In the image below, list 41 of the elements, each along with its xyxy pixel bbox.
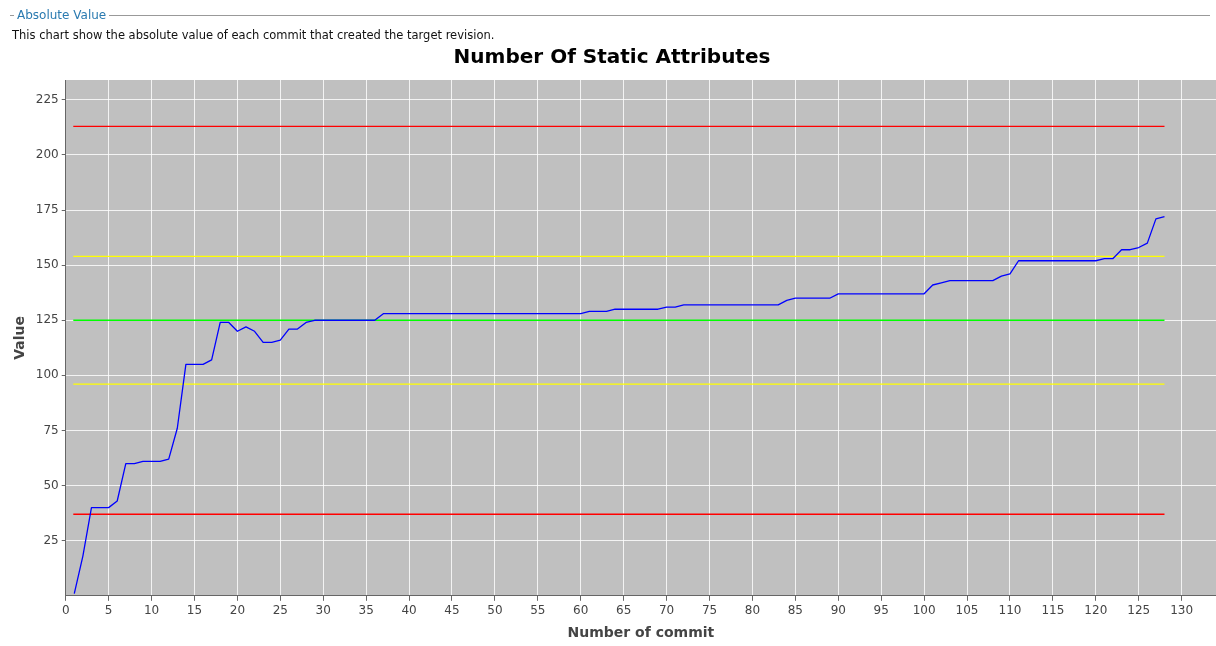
x-tick-label: 115 <box>1041 603 1065 618</box>
x-tick-label: 105 <box>955 603 979 618</box>
x-tick-label: 120 <box>1084 603 1108 618</box>
x-tick-label: 100 <box>912 603 936 618</box>
text: This chart show the absolute value of each commit that created the target revision. <box>12 28 495 42</box>
y-tick-label: 125 <box>35 312 59 327</box>
x-tick-label: 25 <box>272 603 288 618</box>
x-tick-label: 0 <box>61 603 70 618</box>
x-tick-label: 70 <box>658 603 675 618</box>
x-tick-label: 10 <box>143 603 160 618</box>
y-tick-label: 175 <box>35 202 59 217</box>
y-tick-label: 200 <box>35 147 59 162</box>
chart-title: Number Of Static Attributes <box>453 44 771 69</box>
text: Absolute Value <box>14 8 110 22</box>
x-tick-label: 130 <box>1170 603 1194 618</box>
x-tick-label: 55 <box>530 603 546 618</box>
y-axis-title: Value <box>11 316 28 360</box>
x-tick-label: 50 <box>487 603 503 618</box>
y-tick-label: 75 <box>43 422 59 437</box>
x-tick-label: 85 <box>787 603 804 618</box>
x-tick-label: 80 <box>744 603 761 618</box>
y-tick-label: 25 <box>43 532 59 547</box>
x-axis-title: Number of commit <box>567 624 715 641</box>
x-tick-label: 75 <box>701 603 718 618</box>
y-tick-label: 100 <box>35 367 59 382</box>
x-tick-label: 90 <box>830 603 846 618</box>
y-tick-label: 225 <box>35 91 59 106</box>
x-tick-label: 30 <box>315 603 331 618</box>
x-tick-label: 125 <box>1127 603 1151 618</box>
x-tick-label: 110 <box>998 603 1022 618</box>
x-tick-label: 45 <box>444 603 460 618</box>
x-tick-label: 20 <box>229 603 246 618</box>
y-tick-label: 150 <box>35 257 59 272</box>
x-tick-label: 5 <box>104 603 113 618</box>
y-tick-label: 50 <box>43 477 59 492</box>
x-tick-label: 40 <box>401 603 417 618</box>
x-tick-label: 60 <box>573 603 589 618</box>
x-tick-label: 35 <box>358 603 374 618</box>
x-tick-label: 15 <box>186 603 203 618</box>
x-tick-label: 95 <box>873 603 889 618</box>
x-tick-label: 65 <box>616 603 632 618</box>
